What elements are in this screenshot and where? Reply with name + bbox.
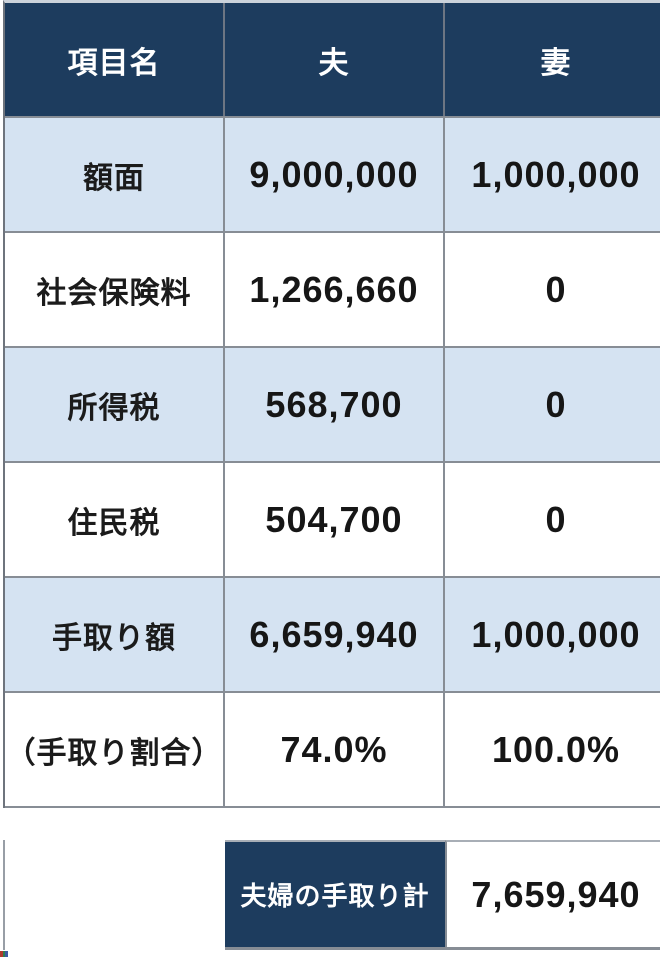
husband-value-cell[interactable]: 504,700 (225, 463, 445, 576)
header-cell-item[interactable]: 項目名 (5, 3, 225, 116)
row-label-cell[interactable]: （手取り割合） (5, 693, 225, 806)
husband-value-cell[interactable]: 568,700 (225, 348, 445, 461)
table-row-take-home-ratio: （手取り割合） 74.0% 100.0% (5, 693, 660, 808)
husband-value-cell[interactable]: 1,266,660 (225, 233, 445, 346)
row-label-cell[interactable]: 社会保険料 (5, 233, 225, 346)
row-label-cell[interactable]: 手取り額 (5, 578, 225, 691)
wife-value-cell[interactable]: 0 (545, 268, 567, 310)
husband-value-cell[interactable]: 74.0% (225, 693, 445, 806)
header-cell-husband[interactable]: 夫 (225, 3, 445, 116)
wife-value-cell[interactable]: 100.0% (491, 728, 621, 770)
corner-artifact-icon (0, 951, 8, 957)
row-label-cell[interactable]: 住民税 (5, 463, 225, 576)
wife-value-cell[interactable]: 0 (545, 498, 567, 540)
row-label-cell[interactable]: 額面 (5, 118, 225, 231)
table-row-social-insurance: 社会保険料 1,266,660 0 (5, 233, 660, 348)
husband-value-cell[interactable]: 6,659,940 (225, 578, 445, 691)
table-row-income-tax: 所得税 568,700 0 (5, 348, 660, 463)
wife-value-cell[interactable]: 1,000,000 (471, 153, 641, 195)
wife-value-cell[interactable]: 1,000,000 (471, 613, 641, 655)
table-row-take-home: 手取り額 6,659,940 1,000,000 (5, 578, 660, 693)
header-cell-wife[interactable]: 妻 (540, 46, 572, 80)
total-row-spacer (3, 840, 225, 950)
couple-total-label-cell[interactable]: 夫婦の手取り計 (225, 840, 445, 950)
couple-total-row: 夫婦の手取り計 7,659,940 (3, 840, 660, 950)
table-row-resident-tax: 住民税 504,700 0 (5, 463, 660, 578)
table-header-row: 項目名 夫 妻 (5, 3, 660, 118)
row-label-cell[interactable]: 所得税 (5, 348, 225, 461)
husband-value-cell[interactable]: 9,000,000 (225, 118, 445, 231)
wife-value-cell[interactable]: 0 (545, 383, 567, 425)
tax-breakdown-table: 項目名 夫 妻 額面 9,000,000 1,000,000 社会保険料 1,2… (3, 0, 660, 808)
table-row-gross: 額面 9,000,000 1,000,000 (5, 118, 660, 233)
couple-total-value-cell[interactable]: 7,659,940 (445, 840, 660, 950)
